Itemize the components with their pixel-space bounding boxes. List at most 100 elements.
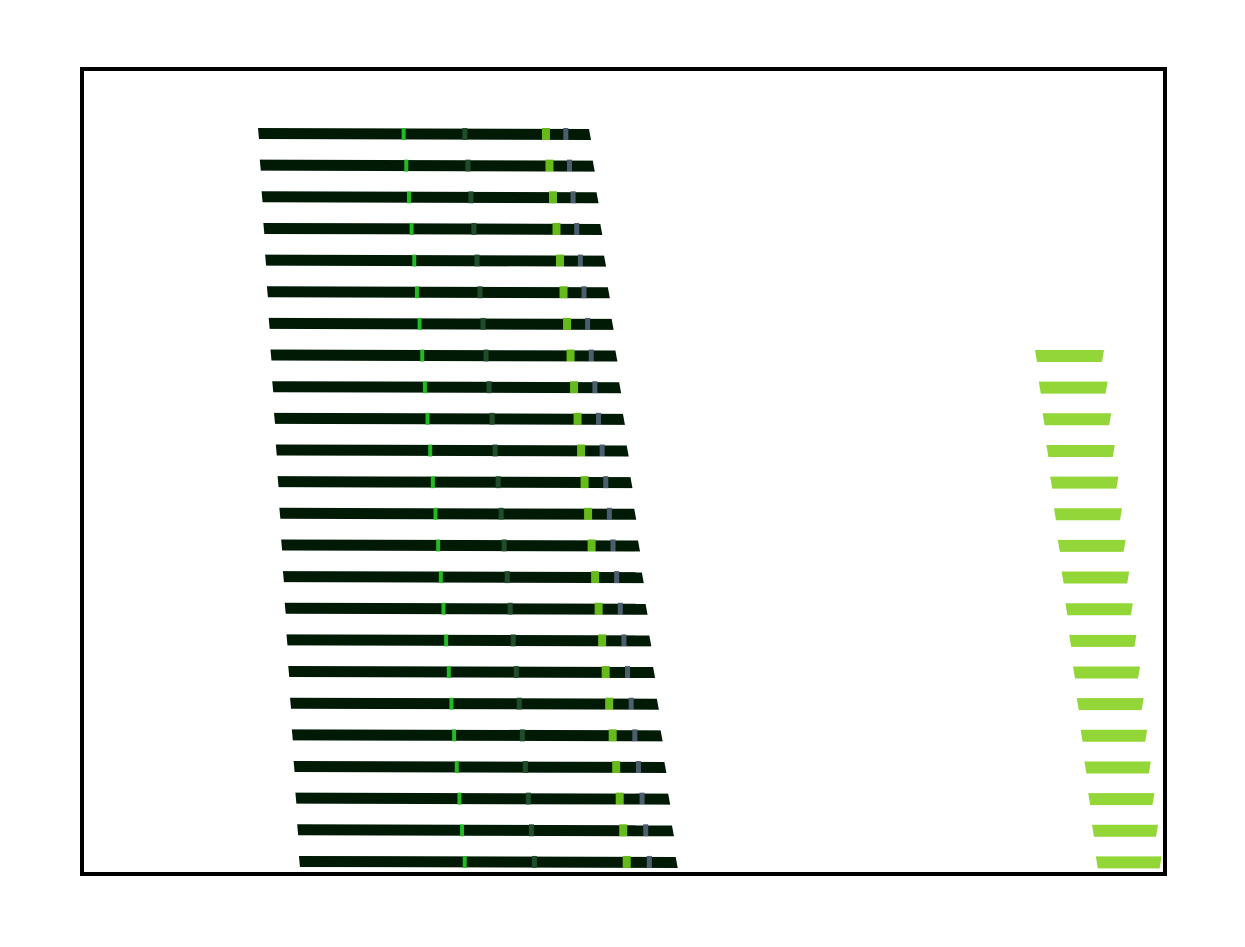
tick-mark-yellow-green — [608, 729, 617, 742]
right-bar — [1035, 350, 1104, 362]
tick-mark-yellow-green — [545, 159, 554, 172]
left-bar — [263, 222, 603, 235]
tick-mark-bright-green — [449, 697, 454, 710]
tick-mark-slate — [628, 697, 634, 710]
left-bar — [290, 697, 659, 710]
right-bar — [1065, 603, 1133, 616]
right-bar — [1088, 793, 1155, 806]
tick-mark-bright-green — [412, 254, 417, 267]
tick-mark-yellow-green — [615, 792, 624, 805]
left-bar — [274, 412, 625, 425]
tick-mark-slate — [574, 222, 580, 235]
tick-mark-dark-green — [462, 128, 468, 140]
left-bar-body — [274, 412, 625, 425]
left-bar-body — [281, 539, 641, 552]
tick-mark-slate — [617, 602, 623, 615]
left-bar — [288, 666, 656, 679]
left-bar-body — [259, 159, 595, 172]
tick-mark-slate — [592, 381, 598, 394]
tick-mark-bright-green — [417, 317, 422, 330]
left-bar — [272, 381, 622, 394]
left-bar — [266, 286, 610, 299]
tick-mark-dark-green — [486, 381, 492, 394]
tick-mark-yellow-green — [548, 191, 557, 204]
tick-mark-dark-green — [474, 254, 480, 267]
right-bar — [1069, 634, 1137, 647]
tick-mark-dark-green — [519, 729, 525, 742]
tick-mark-yellow-green — [577, 444, 586, 457]
tick-mark-yellow-green — [559, 286, 568, 299]
tick-mark-dark-green — [510, 634, 516, 647]
left-bar-body — [286, 634, 652, 647]
right-bar — [1042, 413, 1112, 426]
right-bar — [1095, 856, 1162, 869]
tick-mark-yellow-green — [612, 761, 621, 773]
tick-mark-yellow-green — [570, 381, 579, 394]
tick-mark-dark-green — [507, 602, 513, 615]
tick-mark-bright-green — [433, 507, 438, 520]
left-bar — [261, 191, 599, 204]
tick-mark-dark-green — [498, 507, 504, 520]
tick-mark-dark-green — [513, 666, 519, 679]
tick-mark-yellow-green — [598, 634, 607, 647]
tick-mark-bright-green — [406, 191, 411, 204]
tick-mark-yellow-green — [584, 507, 593, 520]
tick-mark-yellow-green — [556, 254, 565, 267]
tick-mark-slate — [566, 159, 572, 172]
left-bar — [270, 349, 618, 362]
left-bar — [281, 539, 641, 552]
tick-mark-slate — [632, 729, 638, 742]
tick-mark-yellow-green — [552, 222, 561, 235]
tick-mark-dark-green — [480, 317, 486, 330]
tick-mark-dark-green — [477, 286, 483, 299]
left-bar-body — [261, 191, 599, 204]
right-bar — [1076, 698, 1144, 711]
tick-mark-dark-green — [504, 571, 510, 584]
right-bar — [1092, 824, 1158, 837]
left-bar-body — [272, 381, 622, 394]
left-bar-body — [288, 666, 656, 679]
tick-mark-slate — [606, 507, 612, 520]
left-bar-body — [295, 792, 671, 805]
left-bar-body — [263, 222, 603, 235]
right-bar — [1080, 729, 1148, 742]
tick-mark-slate — [635, 761, 641, 773]
left-bar-body — [298, 855, 678, 868]
right-bar — [1050, 476, 1119, 489]
tick-mark-slate — [625, 666, 631, 679]
tick-mark-dark-green — [531, 855, 537, 868]
tick-mark-yellow-green — [573, 412, 582, 425]
left-bar-body — [275, 444, 629, 457]
tick-mark-bright-green — [452, 729, 457, 742]
tick-mark-bright-green — [420, 349, 425, 362]
left-bar-body — [279, 507, 637, 520]
tick-mark-bright-green — [454, 761, 459, 773]
right-bar — [1061, 571, 1130, 584]
tick-mark-bright-green — [462, 855, 467, 868]
tick-mark-slate — [588, 349, 594, 362]
tick-mark-dark-green — [501, 539, 507, 552]
tick-mark-dark-green — [528, 824, 534, 837]
tick-mark-dark-green — [483, 349, 489, 362]
frame-border — [80, 67, 1167, 876]
tick-mark-dark-green — [468, 191, 474, 204]
tick-mark-dark-green — [525, 792, 531, 805]
left-bar — [279, 507, 637, 520]
tick-mark-dark-green — [465, 159, 471, 172]
tick-mark-bright-green — [409, 222, 414, 235]
left-bar — [291, 729, 663, 742]
left-bar-body — [290, 697, 659, 710]
left-bar — [258, 128, 591, 140]
right-bar — [1046, 444, 1115, 457]
tick-mark-dark-green — [492, 444, 498, 457]
tick-mark-slate — [570, 191, 576, 204]
left-bar-body — [268, 317, 614, 330]
tick-mark-bright-green — [441, 602, 446, 615]
tick-mark-slate — [639, 792, 645, 805]
tick-mark-bright-green — [430, 476, 435, 489]
tick-mark-bright-green — [401, 128, 406, 140]
left-bar — [265, 254, 607, 267]
tick-mark-bright-green — [446, 666, 451, 679]
left-bar-body — [265, 254, 607, 267]
